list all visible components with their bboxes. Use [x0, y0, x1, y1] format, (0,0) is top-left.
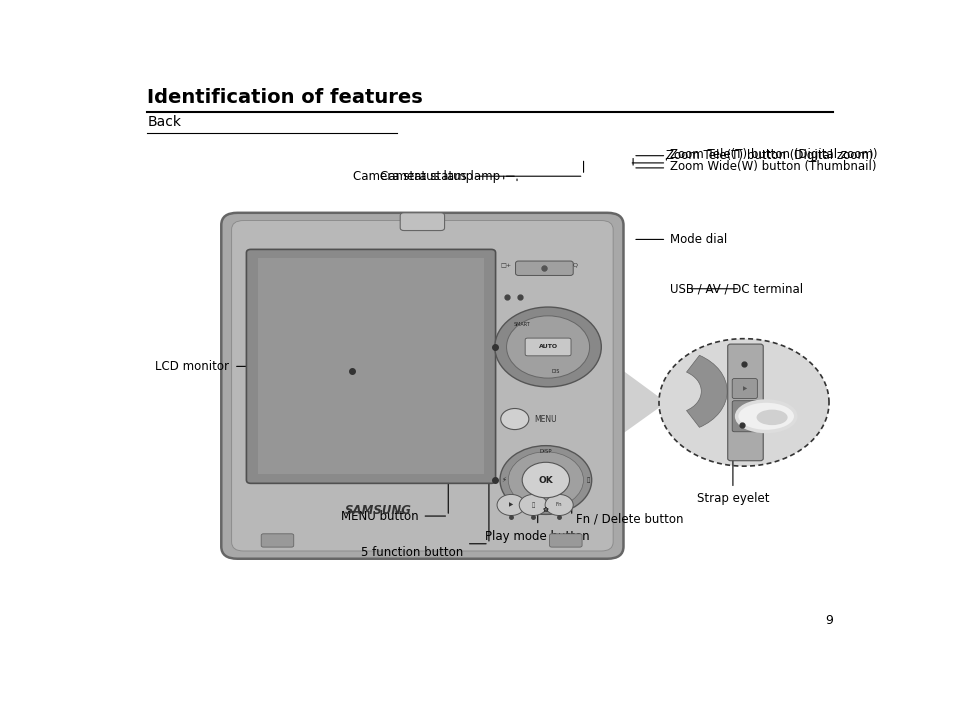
Circle shape [497, 495, 524, 516]
Text: Camera status lamp: Camera status lamp [379, 170, 499, 183]
Circle shape [508, 452, 583, 508]
Text: Zoom Tele(T) button (Digital zoom): Zoom Tele(T) button (Digital zoom) [665, 149, 873, 162]
Circle shape [544, 495, 573, 516]
Text: Identification of features: Identification of features [147, 89, 422, 107]
Text: ✿: ✿ [542, 506, 548, 512]
FancyBboxPatch shape [524, 338, 571, 356]
Text: Back: Back [147, 114, 181, 129]
FancyBboxPatch shape [731, 401, 757, 432]
Text: Zoom Wide(W) button (Thumbnail): Zoom Wide(W) button (Thumbnail) [669, 160, 876, 173]
FancyBboxPatch shape [221, 213, 623, 559]
Text: SMART: SMART [514, 323, 530, 328]
Text: AUTO: AUTO [537, 344, 558, 349]
Text: Camera status lamp: Camera status lamp [353, 170, 472, 183]
Circle shape [506, 316, 589, 378]
Text: ⚡: ⚡ [500, 477, 506, 483]
Polygon shape [599, 354, 665, 450]
Text: USB / AV / DC terminal: USB / AV / DC terminal [669, 282, 802, 295]
Text: Fn: Fn [556, 503, 562, 508]
FancyBboxPatch shape [400, 213, 444, 230]
Text: ▶: ▶ [741, 386, 746, 391]
Circle shape [521, 462, 569, 498]
Circle shape [499, 446, 591, 514]
Circle shape [495, 307, 600, 387]
Text: 5 function button: 5 function button [360, 546, 462, 559]
Text: Mode dial: Mode dial [669, 233, 726, 246]
Text: Strap eyelet: Strap eyelet [696, 492, 768, 505]
FancyBboxPatch shape [246, 249, 495, 483]
Text: ⏻: ⏻ [586, 477, 589, 483]
FancyBboxPatch shape [549, 534, 581, 547]
Text: Fn / Delete button: Fn / Delete button [576, 513, 683, 526]
FancyBboxPatch shape [727, 344, 762, 461]
Text: Q: Q [572, 263, 577, 268]
Text: MENU: MENU [534, 415, 556, 423]
Text: OK: OK [537, 475, 553, 485]
Text: SAMSUNG: SAMSUNG [344, 504, 411, 517]
Circle shape [659, 338, 828, 466]
Text: :  [531, 502, 535, 508]
Bar [258, 258, 483, 474]
Text: 9: 9 [824, 614, 832, 627]
Text: Play mode button: Play mode button [485, 530, 589, 543]
Text: Zoom Tele(T) button (Digital zoom): Zoom Tele(T) button (Digital zoom) [669, 148, 877, 161]
Text: DISP: DISP [539, 449, 552, 454]
FancyBboxPatch shape [515, 261, 573, 276]
FancyBboxPatch shape [261, 534, 294, 547]
Text: ▶: ▶ [509, 503, 513, 508]
Wedge shape [686, 355, 726, 428]
Text: □+: □+ [499, 263, 511, 268]
Text: LCD monitor: LCD monitor [154, 360, 229, 373]
Ellipse shape [756, 410, 787, 425]
Ellipse shape [736, 401, 795, 431]
FancyBboxPatch shape [232, 220, 613, 551]
Circle shape [518, 495, 547, 516]
Circle shape [500, 408, 528, 430]
Text: DIS: DIS [551, 369, 559, 374]
Text: MENU button: MENU button [341, 510, 418, 523]
FancyBboxPatch shape [731, 379, 757, 399]
